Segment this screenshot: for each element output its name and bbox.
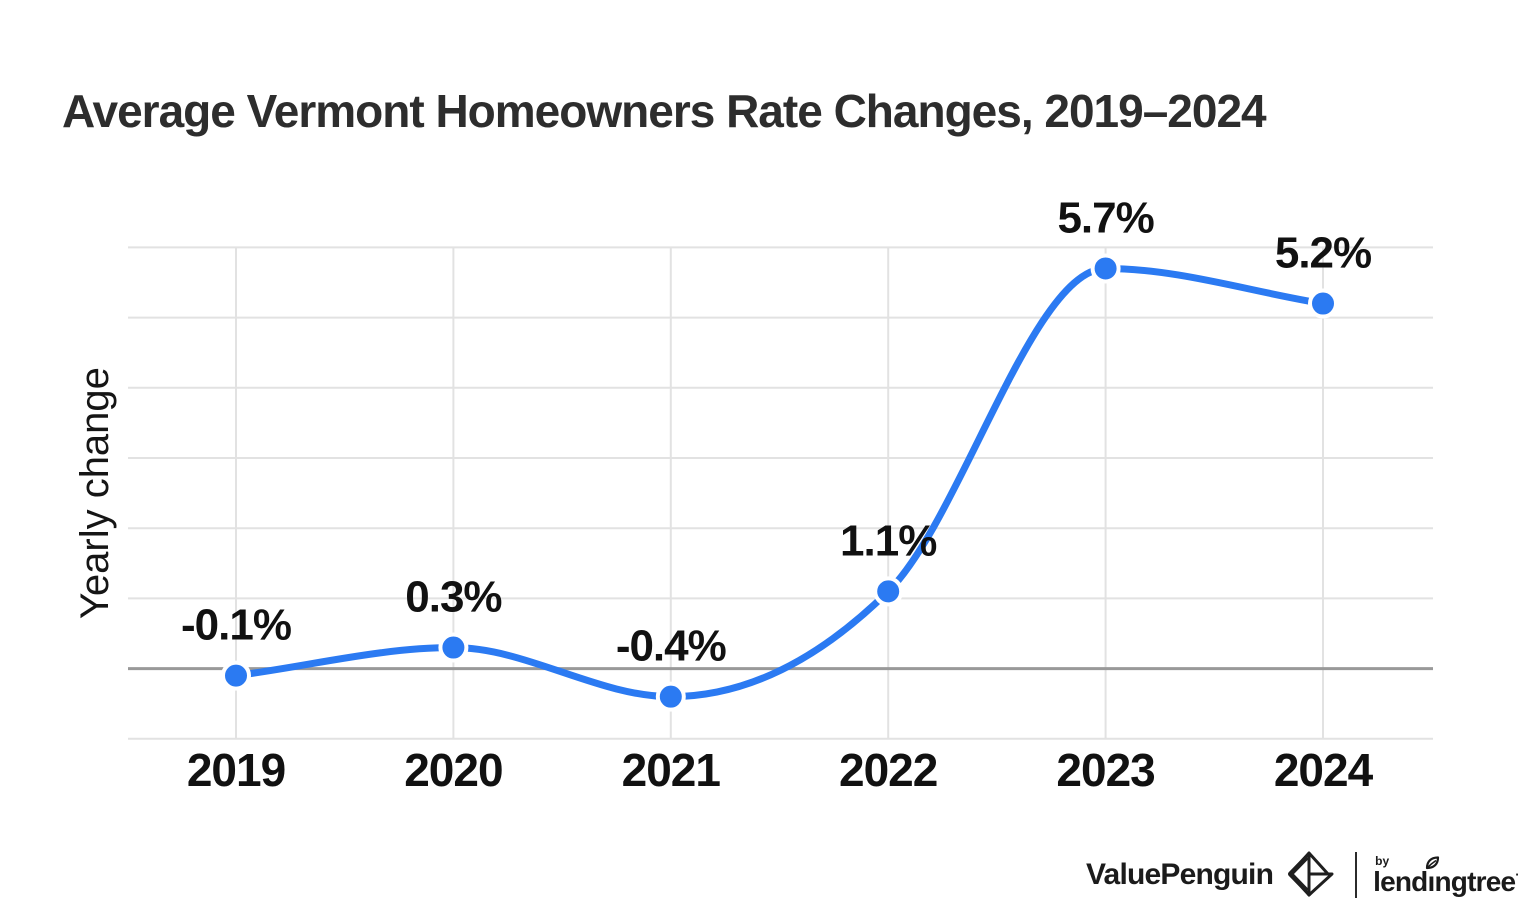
x-tick-2019: 2019 bbox=[187, 744, 285, 796]
data-point-2021 bbox=[655, 681, 686, 712]
series-line bbox=[232, 264, 1327, 701]
data-point-2022 bbox=[873, 576, 904, 607]
data-point-2019 bbox=[221, 660, 251, 691]
x-tick-2024: 2024 bbox=[1274, 744, 1374, 796]
footer-divider bbox=[1355, 852, 1358, 898]
data-point-2023 bbox=[1090, 253, 1121, 284]
trademark-dot: · bbox=[1515, 866, 1519, 882]
gridlines bbox=[128, 246, 1433, 740]
lendingtree-lockup: by lendı ngtree· bbox=[1373, 855, 1519, 896]
data-point-2020 bbox=[438, 632, 469, 663]
lendingtree-wordmark: lendı ngtree· bbox=[1373, 855, 1519, 896]
data-label-2022: 1.1% bbox=[840, 516, 936, 565]
data-label-2021: -0.4% bbox=[616, 622, 726, 671]
data-label-2019: -0.1% bbox=[181, 601, 291, 650]
x-tick-2020: 2020 bbox=[404, 744, 502, 796]
brand-footer: ValuePenguin by lendı ngtree· bbox=[1086, 847, 1519, 903]
valuepenguin-origami-icon bbox=[1288, 851, 1334, 897]
x-tick-2022: 2022 bbox=[839, 744, 937, 796]
data-label-2020: 0.3% bbox=[405, 573, 501, 622]
valuepenguin-wordmark: ValuePenguin bbox=[1086, 858, 1274, 891]
chart-title: Average Vermont Homeowners Rate Changes,… bbox=[62, 85, 1267, 137]
lendingtree-leaf-icon bbox=[1426, 855, 1440, 869]
data-point-2024 bbox=[1308, 288, 1338, 319]
x-tick-2021: 2021 bbox=[622, 744, 721, 796]
y-axis-title: Yearly change bbox=[73, 367, 117, 619]
data-label-2024: 5.2% bbox=[1275, 229, 1371, 278]
data-label-2023: 5.7% bbox=[1057, 193, 1153, 242]
by-label: by bbox=[1375, 853, 1390, 868]
x-tick-2023: 2023 bbox=[1056, 744, 1154, 796]
